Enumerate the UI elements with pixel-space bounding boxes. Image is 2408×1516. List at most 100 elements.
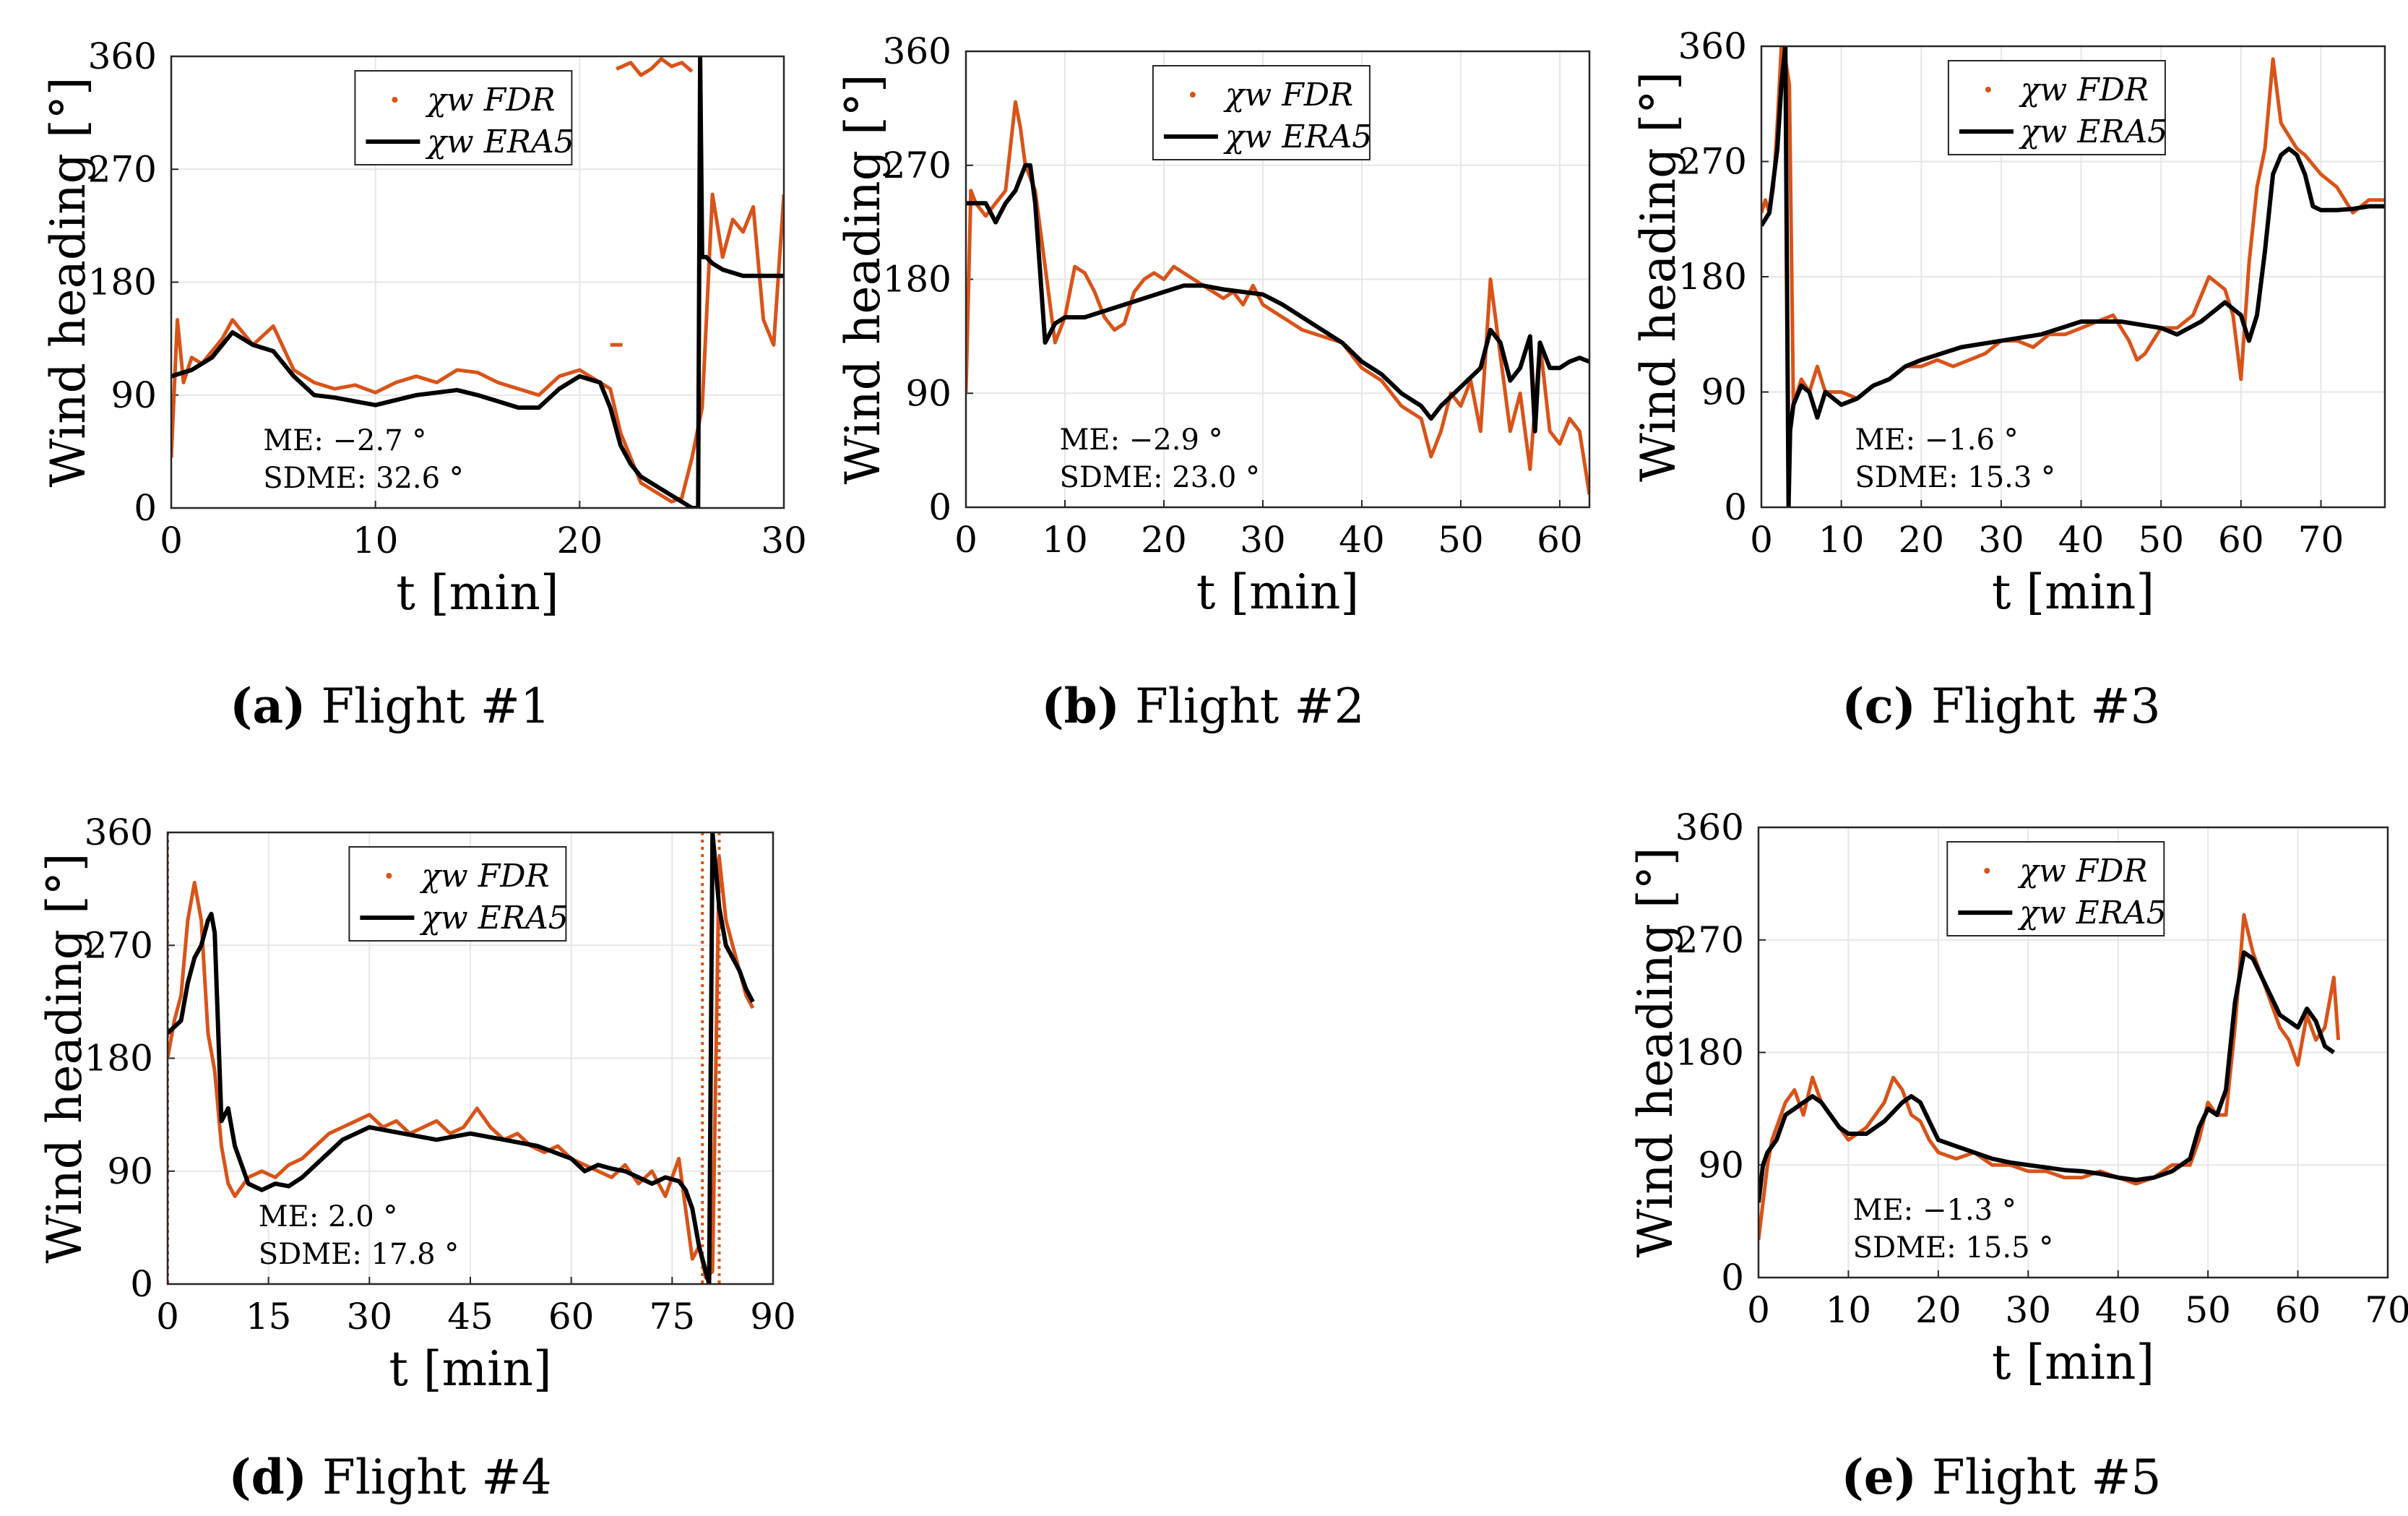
- panel-caption: (a) Flight #1: [230, 678, 551, 734]
- x-tick-label: 20: [1915, 1289, 1962, 1331]
- x-tick-label: 10: [1826, 1289, 1872, 1331]
- x-tick-label: 30: [1240, 519, 1286, 561]
- plot-content: [966, 100, 1589, 495]
- plot-content: [168, 832, 755, 1284]
- y-axis-label: Wind heading [°]: [1628, 847, 1683, 1257]
- axes-frame: [1757, 826, 2389, 1279]
- y-tick-label: 180: [85, 1038, 153, 1080]
- x-axis-label: t [min]: [396, 565, 558, 621]
- x-tick-label: 70: [2365, 1289, 2408, 1331]
- x-tick-label: 0: [160, 520, 183, 561]
- era5-series-line: [171, 56, 784, 508]
- fdr-series-line: [1761, 46, 2385, 407]
- y-tick-label: 180: [1675, 1032, 1744, 1074]
- legend-fdr-marker: [1984, 868, 1990, 874]
- y-tick-label: 0: [134, 487, 157, 529]
- legend-era5-label: χw ERA5: [1223, 119, 1372, 155]
- x-tick-label: 60: [548, 1296, 595, 1338]
- legend-fdr-marker: [1189, 92, 1196, 98]
- x-tick-label: 10: [353, 520, 399, 561]
- legend-box: [1152, 65, 1371, 160]
- x-tick-label: 50: [1438, 519, 1484, 561]
- era5-series-line: [168, 832, 755, 1284]
- x-tick-label: 30: [761, 520, 807, 561]
- axes-frame: [166, 831, 774, 1285]
- y-axis-label: Wind heading [°]: [835, 74, 891, 484]
- sdme-annotation: SDME: 15.5 °: [1853, 1231, 2054, 1265]
- x-tick-label: 40: [2095, 1289, 2141, 1331]
- y-tick-label: 90: [111, 374, 157, 416]
- panel-flight-4: 0 15 30 45 60 75 90 0 90 180 270 360 t [min] Wind hea…: [37, 811, 796, 1505]
- y-tick-label: 360: [85, 811, 153, 853]
- caption-title: Flight #5: [1917, 1450, 2162, 1505]
- x-tick-label: 60: [2218, 519, 2264, 561]
- x-tick-label: 0: [1747, 1289, 1770, 1331]
- x-tick-label: 20: [1141, 519, 1187, 561]
- y-tick-label: 0: [1721, 1257, 1744, 1298]
- sdme-annotation: SDME: 32.6 °: [263, 462, 464, 495]
- y-tick-label: 90: [107, 1150, 153, 1192]
- x-tick-label: 40: [2058, 519, 2105, 561]
- panel-flight-3: 0 10 20 30 40 50 60 70 0 90 180 270 360 t [min] Wind h…: [1631, 25, 2386, 734]
- x-tick-label: 15: [246, 1296, 292, 1338]
- legend-fdr-marker: [1985, 87, 1991, 92]
- y-tick-label: 270: [1675, 919, 1744, 961]
- legend-fdr-label: χw FDR: [1223, 77, 1353, 113]
- caption-title: Flight #1: [306, 679, 551, 734]
- x-tick-label: 90: [750, 1296, 796, 1338]
- legend-era5-label: χw ERA5: [419, 900, 568, 936]
- x-tick-label: 60: [2275, 1289, 2321, 1331]
- plot-content: [1761, 46, 2385, 507]
- y-axis-label: Wind heading [°]: [37, 853, 92, 1263]
- x-tick-label: 45: [447, 1296, 493, 1338]
- legend-fdr-label: χw FDR: [425, 82, 555, 119]
- legend-era5-label: χw ERA5: [2019, 113, 2167, 150]
- legend-fdr-marker: [386, 873, 392, 879]
- fdr-series-line: [171, 192, 784, 504]
- legend-fdr-label: χw FDR: [2019, 72, 2149, 108]
- y-tick-label: 90: [1698, 1144, 1744, 1186]
- x-tick-label: 0: [1750, 519, 1773, 561]
- me-annotation: ME: −2.7 °: [263, 424, 426, 457]
- x-tick-label: 40: [1339, 519, 1385, 561]
- caption-title: Flight #2: [1120, 679, 1365, 734]
- y-axis-label: Wind heading [°]: [1631, 72, 1686, 482]
- caption-letter: (d): [228, 1449, 307, 1505]
- era5-series-line: [1758, 950, 2336, 1203]
- axes-frame: [1760, 45, 2386, 509]
- plot-content: [171, 56, 784, 508]
- fdr-series-line: [616, 57, 694, 77]
- caption-letter: (e): [1842, 1449, 1917, 1505]
- plot-content: [1758, 913, 2341, 1241]
- x-tick-label: 20: [1898, 519, 1944, 561]
- axes-frame: [965, 50, 1591, 509]
- panel-caption: (b) Flight #2: [1041, 678, 1364, 734]
- x-tick-label: 75: [650, 1296, 696, 1338]
- sdme-annotation: SDME: 23.0 °: [1059, 461, 1260, 494]
- x-tick-label: 10: [1042, 519, 1088, 561]
- legend-box: [354, 70, 573, 165]
- x-tick-label: 60: [1537, 519, 1583, 561]
- panel-flight-1: 0 10 20 30 0 90 180 270 360 t [min] Wind heading […: [40, 35, 807, 734]
- y-axis-label: Wind heading [°]: [40, 77, 96, 487]
- me-annotation: ME: 2.0 °: [259, 1200, 398, 1233]
- caption-title: Flight #3: [1916, 679, 2161, 734]
- y-tick-label: 0: [1724, 486, 1747, 528]
- x-tick-label: 0: [954, 519, 978, 561]
- era5-series-line: [1761, 46, 2385, 507]
- x-tick-label: 10: [1818, 519, 1865, 561]
- x-axis-label: t [min]: [1992, 1335, 2154, 1390]
- y-tick-label: 270: [1678, 141, 1747, 183]
- x-tick-label: 50: [2138, 519, 2184, 561]
- fdr-series-line: [168, 856, 755, 1280]
- y-tick-label: 360: [1678, 25, 1747, 67]
- y-tick-label: 180: [88, 262, 157, 303]
- x-tick-label: 30: [1978, 519, 2024, 561]
- sdme-annotation: SDME: 15.3 °: [1855, 461, 2055, 494]
- me-annotation: ME: −2.9 °: [1059, 423, 1222, 457]
- x-axis-label: t [min]: [1196, 564, 1359, 620]
- y-tick-label: 360: [1675, 806, 1744, 848]
- caption-letter: (c): [1842, 678, 1916, 734]
- legend-era5-label: χw ERA5: [425, 124, 574, 160]
- x-tick-label: 0: [156, 1296, 179, 1338]
